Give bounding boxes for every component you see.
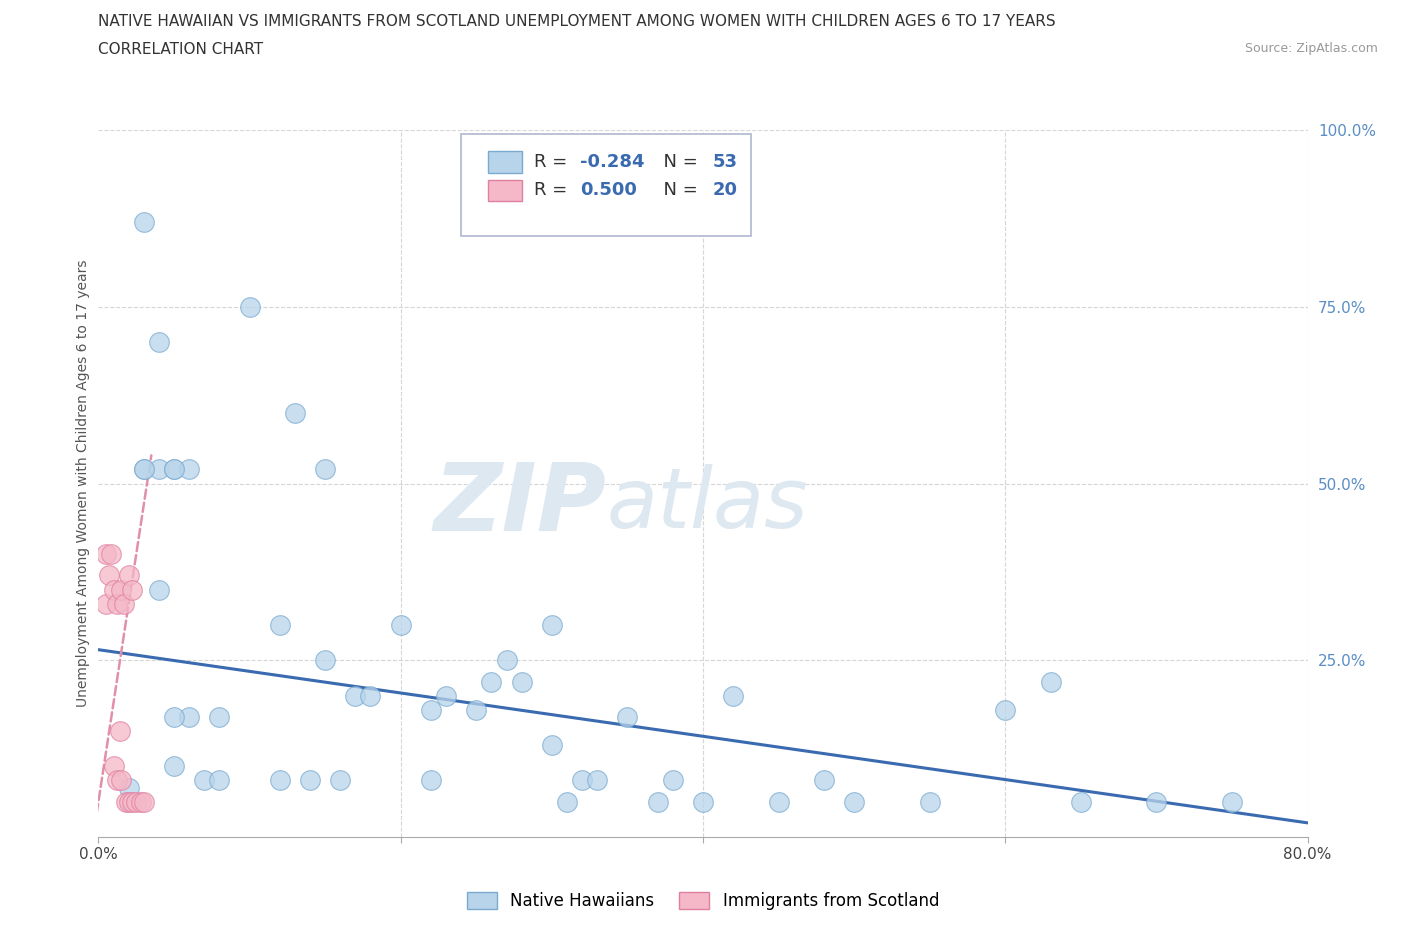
Point <box>844 794 866 809</box>
Bar <box>488 152 522 173</box>
Point <box>103 759 125 774</box>
Text: ZIP: ZIP <box>433 458 606 551</box>
Point <box>647 794 669 809</box>
Bar <box>488 179 522 201</box>
Text: R =: R = <box>534 181 572 199</box>
Text: Source: ZipAtlas.com: Source: ZipAtlas.com <box>1244 42 1378 55</box>
Point <box>813 773 835 788</box>
Point <box>132 462 155 477</box>
Point <box>110 773 132 788</box>
Point <box>121 794 143 809</box>
Point <box>118 794 141 809</box>
Text: N =: N = <box>652 181 704 199</box>
Point <box>100 547 122 562</box>
Point <box>1039 674 1062 689</box>
Text: atlas: atlas <box>606 464 808 545</box>
Point <box>571 773 593 788</box>
Point <box>148 462 170 477</box>
Point <box>434 688 457 703</box>
Point <box>314 462 336 477</box>
Point <box>110 582 132 597</box>
Point <box>994 702 1017 717</box>
Point <box>510 674 533 689</box>
Text: -0.284: -0.284 <box>579 153 644 171</box>
Point <box>193 773 215 788</box>
Point <box>148 582 170 597</box>
Point <box>299 773 322 788</box>
Point <box>108 724 131 738</box>
Text: N =: N = <box>652 153 704 171</box>
Point <box>419 773 441 788</box>
Y-axis label: Unemployment Among Women with Children Ages 6 to 17 years: Unemployment Among Women with Children A… <box>76 259 90 708</box>
Point <box>132 215 155 230</box>
Point <box>360 688 382 703</box>
Point <box>1220 794 1243 809</box>
Point <box>94 547 117 562</box>
Point <box>239 299 262 314</box>
Text: NATIVE HAWAIIAN VS IMMIGRANTS FROM SCOTLAND UNEMPLOYMENT AMONG WOMEN WITH CHILDR: NATIVE HAWAIIAN VS IMMIGRANTS FROM SCOTL… <box>98 14 1056 29</box>
Point <box>495 653 517 668</box>
Point <box>112 596 135 611</box>
Point <box>419 702 441 717</box>
Legend: Native Hawaiians, Immigrants from Scotland: Native Hawaiians, Immigrants from Scotla… <box>460 885 946 917</box>
Text: 0.500: 0.500 <box>579 181 637 199</box>
Point <box>481 674 503 689</box>
Point <box>389 618 412 632</box>
Point <box>118 568 141 583</box>
Point <box>768 794 790 809</box>
Text: CORRELATION CHART: CORRELATION CHART <box>98 42 263 57</box>
Point <box>1070 794 1092 809</box>
Text: 20: 20 <box>713 181 738 199</box>
Point <box>344 688 367 703</box>
Point <box>105 596 128 611</box>
Point <box>1144 794 1167 809</box>
Point <box>118 780 141 795</box>
FancyBboxPatch shape <box>461 134 751 236</box>
Point <box>540 737 562 752</box>
Point <box>269 618 291 632</box>
Point <box>314 653 336 668</box>
Point <box>177 462 201 477</box>
Point <box>163 462 186 477</box>
Point <box>177 710 201 724</box>
Point <box>329 773 352 788</box>
Point <box>208 773 231 788</box>
Point <box>721 688 744 703</box>
Point <box>616 710 638 724</box>
Point <box>94 596 117 611</box>
Point <box>284 405 307 420</box>
Point <box>918 794 941 809</box>
Point <box>129 794 152 809</box>
Point <box>148 335 170 350</box>
Point <box>586 773 609 788</box>
Point <box>125 794 148 809</box>
Point <box>132 462 155 477</box>
Point <box>555 794 578 809</box>
Text: 53: 53 <box>713 153 738 171</box>
Point <box>132 794 155 809</box>
Point <box>692 794 714 809</box>
Point <box>163 759 186 774</box>
Point <box>121 582 143 597</box>
Point <box>661 773 683 788</box>
Point <box>103 582 125 597</box>
Point <box>540 618 562 632</box>
Point <box>105 773 128 788</box>
Point <box>465 702 488 717</box>
Point <box>98 568 121 583</box>
Point <box>114 794 136 809</box>
Point <box>208 710 231 724</box>
Text: R =: R = <box>534 153 572 171</box>
Point <box>163 710 186 724</box>
Point <box>269 773 291 788</box>
Point <box>163 462 186 477</box>
